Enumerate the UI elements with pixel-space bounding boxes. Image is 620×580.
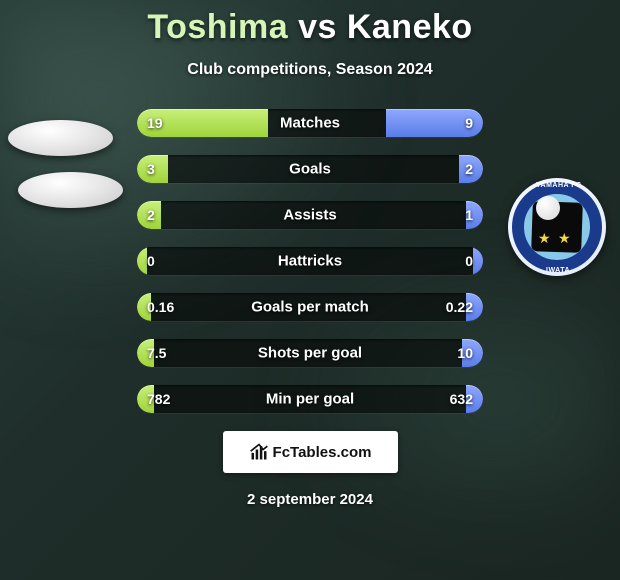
title-player2: Kaneko — [347, 8, 473, 46]
crest-star-icon: ★ — [538, 230, 551, 247]
stat-row: 0 0Hattricks — [137, 247, 483, 275]
stat-bar-left — [137, 293, 151, 321]
stat-value-left: 0.16 — [147, 299, 174, 315]
crest-ball-icon — [536, 196, 560, 220]
stat-value-left: 0 — [147, 253, 155, 269]
team-crest: ★ ★ YAMAHA FC IWATA — [508, 178, 606, 276]
stat-label: Hattricks — [137, 253, 483, 270]
stat-value-right: 0 — [465, 253, 473, 269]
stat-row: 199Matches — [137, 109, 483, 137]
stat-bar-left — [137, 339, 154, 367]
brand-badge: FcTables.com — [223, 431, 398, 473]
stat-bar-left — [137, 155, 168, 183]
player1-photo-1 — [8, 120, 113, 156]
content: Toshima vs Kaneko Club competitions, Sea… — [0, 0, 620, 580]
stat-label: Min per goal — [137, 391, 483, 408]
stat-bar-right — [466, 385, 483, 413]
stat-row: 32Goals — [137, 155, 483, 183]
page-title: Toshima vs Kaneko — [0, 8, 620, 47]
stat-bar-right — [462, 339, 483, 367]
crest-star-icon: ★ — [558, 230, 571, 247]
title-player1: Toshima — [147, 8, 288, 46]
stats-container: 199Matches 32Goals 21Assists 0 0Hattricks 0.1… — [137, 109, 483, 413]
stat-bar-left — [137, 109, 268, 137]
subtitle: Club competitions, Season 2024 — [0, 61, 620, 79]
stat-row: 7.510Shots per goal — [137, 339, 483, 367]
stat-bar-right — [386, 109, 483, 137]
stat-bar-right — [466, 201, 483, 229]
stat-label: Goals per match — [137, 299, 483, 316]
stat-row: 782632Min per goal — [137, 385, 483, 413]
stat-bar-left — [137, 247, 147, 275]
brand-chart-icon — [249, 442, 269, 462]
stat-bar-right — [473, 247, 483, 275]
stat-bar-left — [137, 201, 161, 229]
stat-bar-right — [459, 155, 483, 183]
title-vs: vs — [298, 8, 337, 46]
player1-photo-2 — [18, 172, 123, 208]
stat-row: 0.160.22Goals per match — [137, 293, 483, 321]
stat-row: 21Assists — [137, 201, 483, 229]
date-text: 2 september 2024 — [0, 491, 620, 508]
stat-bar-left — [137, 385, 154, 413]
stat-bar-right — [466, 293, 483, 321]
crest-text-bottom: IWATA — [546, 267, 570, 274]
stat-label: Shots per goal — [137, 345, 483, 362]
brand-text: FcTables.com — [273, 444, 372, 461]
stat-label: Assists — [137, 207, 483, 224]
crest-text-top: YAMAHA FC — [536, 182, 582, 189]
stat-label: Goals — [137, 161, 483, 178]
